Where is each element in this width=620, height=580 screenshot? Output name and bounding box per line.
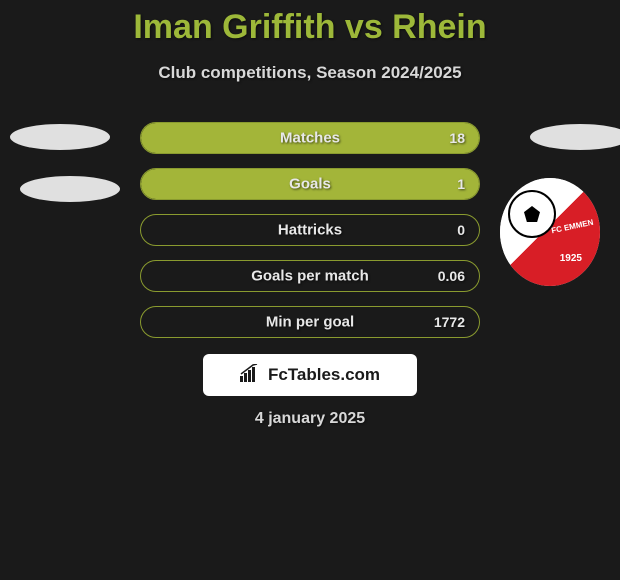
bar-chart-icon bbox=[240, 364, 262, 387]
right-placeholder bbox=[530, 124, 620, 150]
stat-label: Matches bbox=[280, 130, 340, 147]
club-logo-bg: FC EMMEN 1925 bbox=[500, 178, 600, 286]
stat-value: 1772 bbox=[434, 314, 465, 330]
soccer-ball-icon bbox=[508, 190, 556, 238]
stat-row-hattricks: Hattricks 0 bbox=[140, 214, 480, 246]
branding-text: FcTables.com bbox=[268, 365, 380, 385]
date-text: 4 january 2025 bbox=[0, 410, 620, 428]
club-logo: FC EMMEN 1925 bbox=[500, 178, 600, 286]
stat-label: Min per goal bbox=[266, 314, 354, 331]
page-title: Iman Griffith vs Rhein bbox=[0, 0, 620, 47]
stat-row-goals: Goals 1 bbox=[140, 168, 480, 200]
stat-row-goals-per-match: Goals per match 0.06 bbox=[140, 260, 480, 292]
left-placeholder-2 bbox=[20, 176, 120, 202]
stat-row-matches: Matches 18 bbox=[140, 122, 480, 154]
stat-label: Goals bbox=[289, 176, 331, 193]
stat-label: Goals per match bbox=[251, 268, 369, 285]
left-placeholder-1 bbox=[10, 124, 110, 150]
stat-value: 1 bbox=[457, 176, 465, 192]
subtitle: Club competitions, Season 2024/2025 bbox=[0, 63, 620, 83]
stat-row-min-per-goal: Min per goal 1772 bbox=[140, 306, 480, 338]
stat-value: 18 bbox=[449, 130, 465, 146]
stats-list: Matches 18 Goals 1 Hattricks 0 Goals per… bbox=[140, 122, 480, 352]
stat-label: Hattricks bbox=[278, 222, 342, 239]
stat-value: 0.06 bbox=[438, 268, 465, 284]
stat-value: 0 bbox=[457, 222, 465, 238]
club-logo-year: 1925 bbox=[560, 253, 582, 264]
branding-box: FcTables.com bbox=[203, 354, 417, 396]
club-logo-diagonal bbox=[500, 178, 600, 286]
